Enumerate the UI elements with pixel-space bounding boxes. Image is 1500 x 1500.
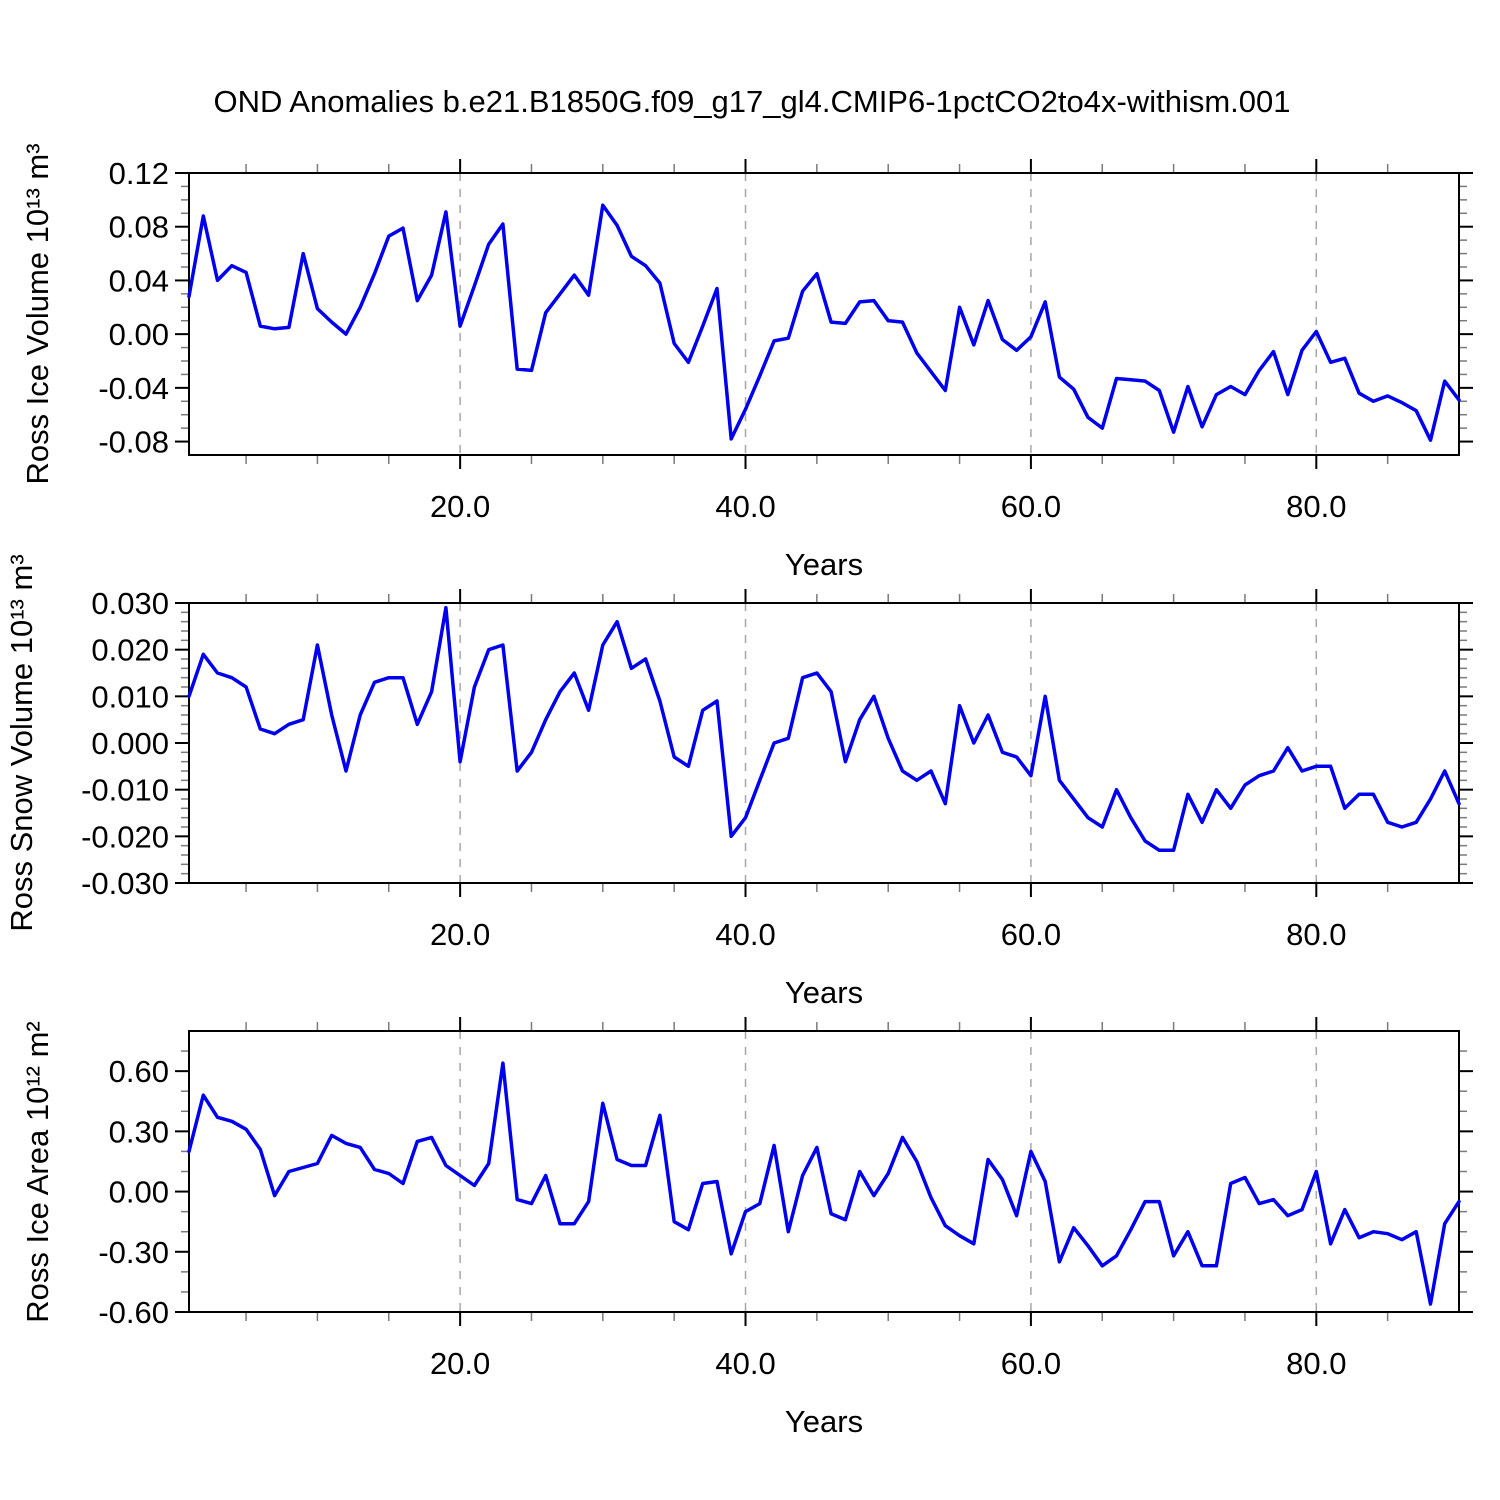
series-line-panel-2: [187, 605, 1461, 853]
y-tick-label: 0.04: [109, 263, 169, 298]
panel-2: 20.0 40.0 60.0 80.0 0.030 0.020 0.010 0.000 -0.0…: [81, 586, 1473, 952]
x-axis-label-years-3: Years: [784, 1404, 864, 1439]
x-tick-label: 80.0: [1286, 917, 1346, 952]
y-tick-label: -0.030: [81, 866, 169, 901]
plot-frame: [188, 172, 1460, 456]
y-axis-label-ice-area: Ross Ice Area 10¹² m²: [20, 1021, 55, 1323]
x-tick-label: 20.0: [430, 917, 490, 952]
y-tick-label: -0.020: [81, 819, 169, 854]
y-tick-label: 0.30: [109, 1114, 169, 1149]
y-tick-label: -0.30: [98, 1235, 169, 1270]
chart-title: OND Anomalies b.e21.B1850G.f09_g17_gl4.C…: [213, 84, 1291, 119]
series-line-panel-3: [187, 1061, 1461, 1306]
x-tick-label: 60.0: [1001, 489, 1061, 524]
x-axis-label-years-1: Years: [784, 547, 864, 582]
gridlines: [459, 603, 1318, 883]
x-tick-label: 20.0: [430, 1346, 490, 1381]
minor-ticks: [181, 164, 1467, 464]
major-ticks: [175, 1017, 1473, 1326]
gridlines: [459, 173, 1318, 455]
y-tick-label: 0.08: [109, 210, 169, 245]
panel-1: 20.0 40.0 60.0 80.0 0.12 0.08 0.04 0.00 -0.04 -0.…: [98, 156, 1473, 524]
x-tick-label: 60.0: [1001, 1346, 1061, 1381]
tick-labels: 20.0 40.0 60.0 80.0 0.12 0.08 0.04 0.00 -0.04 -0.…: [98, 156, 1346, 524]
x-axis-label-years-2: Years: [784, 975, 864, 1010]
y-tick-label: 0.00: [109, 1175, 169, 1210]
x-tick-label: 40.0: [715, 917, 775, 952]
y-tick-label: 0.000: [91, 726, 169, 761]
major-ticks: [175, 589, 1473, 897]
y-tick-label: -0.010: [81, 773, 169, 808]
y-tick-label: -0.04: [98, 371, 169, 406]
y-tick-label: 0.00: [109, 317, 169, 352]
y-tick-label: 0.60: [109, 1054, 169, 1089]
y-tick-label: 0.020: [91, 633, 169, 668]
y-tick-label: -0.60: [98, 1295, 169, 1330]
minor-ticks: [181, 1022, 1467, 1321]
y-tick-label: 0.010: [91, 679, 169, 714]
x-tick-label: 40.0: [715, 1346, 775, 1381]
y-axis-label-ice-volume: Ross Ice Volume 10¹³ m³: [20, 143, 55, 485]
y-tick-label: 0.12: [109, 156, 169, 191]
tick-labels: 20.0 40.0 60.0 80.0 0.030 0.020 0.010 0.000 -0.0…: [81, 586, 1346, 952]
x-tick-label: 80.0: [1286, 489, 1346, 524]
x-tick-label: 40.0: [715, 489, 775, 524]
minor-ticks: [181, 594, 1467, 892]
y-axis-label-snow-volume: Ross Snow Volume 10¹³ m³: [4, 554, 39, 932]
x-tick-label: 60.0: [1001, 917, 1061, 952]
plot-frame: [188, 602, 1460, 884]
x-tick-label: 20.0: [430, 489, 490, 524]
major-ticks: [175, 159, 1473, 469]
plot-frame: [188, 1030, 1460, 1313]
series-line-panel-1: [187, 203, 1461, 442]
x-tick-label: 80.0: [1286, 1346, 1346, 1381]
y-tick-label: -0.08: [98, 425, 169, 460]
y-tick-label: 0.030: [91, 586, 169, 621]
panel-3: 20.0 40.0 60.0 80.0 0.60 0.30 0.00 -0.30 -0.60: [98, 1017, 1473, 1381]
tick-labels: 20.0 40.0 60.0 80.0 0.60 0.30 0.00 -0.30 -0.60: [98, 1054, 1346, 1381]
